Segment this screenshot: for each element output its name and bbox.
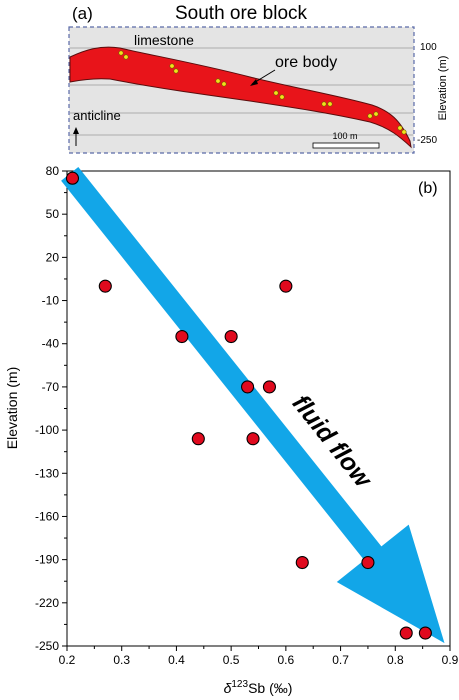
y-tick-label: -100 <box>35 423 59 437</box>
sample-markers <box>118 50 407 135</box>
elevation-axis-label: Elevation (m) <box>437 56 449 121</box>
panel-b: fluid flow 0.2 0.3 0.4 0.5 0.6 0.7 0.8 0.9 8050… <box>4 164 459 696</box>
y-tick-label: 50 <box>46 207 60 221</box>
data-point <box>98 279 112 293</box>
y-tick-label: 80 <box>46 164 60 178</box>
y-tick-label: -40 <box>42 337 60 351</box>
ore-body-shape <box>69 46 412 149</box>
fluid-flow-arrow-shape <box>61 167 445 644</box>
y-tick-label: -10 <box>42 294 60 308</box>
data-point <box>418 626 432 640</box>
y-tick-label: -130 <box>35 466 59 480</box>
ore-body-label: ore body <box>275 54 337 71</box>
panel-a: (a) South ore block limestone ore body a… <box>68 3 449 154</box>
y-axis-label: Elevation (m) <box>4 367 20 449</box>
elevation-tick-top: 100 <box>420 42 437 53</box>
x-tick-label: 0.2 <box>59 653 76 667</box>
y-tick-label: -70 <box>42 380 60 394</box>
panel-a-label: (a) <box>72 4 93 23</box>
x-axis-label: δ123Sb (‰) <box>224 679 293 696</box>
data-point <box>279 279 293 293</box>
elevation-tick-bottom: -250 <box>417 135 437 146</box>
scale-bar-label: 100 m <box>332 131 357 141</box>
limestone-label: limestone <box>134 32 194 48</box>
x-tick-label: 0.7 <box>332 653 349 667</box>
y-tick-label: -250 <box>35 639 59 653</box>
data-point <box>65 171 80 185</box>
data-point <box>241 380 255 394</box>
x-axis-ticks: 0.2 0.3 0.4 0.5 0.6 0.7 0.8 0.9 <box>59 646 459 667</box>
y-tick-label: -220 <box>35 596 59 610</box>
data-point <box>246 432 260 446</box>
panel-b-label: (b) <box>418 180 438 197</box>
x-tick-label: 0.5 <box>223 653 240 667</box>
anticline-pointer-head <box>73 127 79 134</box>
panel-a-title: South ore block <box>175 3 308 24</box>
scale-bar <box>312 142 380 149</box>
x-tick-label: 0.3 <box>113 653 130 667</box>
x-tick-label: 0.6 <box>278 653 295 667</box>
fluid-flow-arrow <box>61 167 445 644</box>
data-point <box>262 380 276 394</box>
ore-body-pointer-head <box>250 79 258 86</box>
data-point <box>224 329 238 344</box>
data-point <box>175 329 189 344</box>
y-tick-label: -160 <box>35 509 59 523</box>
x-tick-label: 0.8 <box>387 653 404 667</box>
data-point <box>191 432 205 446</box>
y-axis-ticks: 80 50 20 -10 -40 -70 -100 -130 -160 -190 -220 -250 <box>35 164 67 653</box>
y-tick-label: 20 <box>46 250 60 264</box>
data-point <box>295 555 309 570</box>
x-tick-label: 0.4 <box>168 653 185 667</box>
anticline-label: anticline <box>73 108 121 123</box>
data-point <box>399 626 413 640</box>
data-point <box>361 555 375 570</box>
x-tick-label: 0.9 <box>442 653 459 667</box>
data-points <box>65 171 432 640</box>
y-tick-label: -190 <box>35 553 59 567</box>
